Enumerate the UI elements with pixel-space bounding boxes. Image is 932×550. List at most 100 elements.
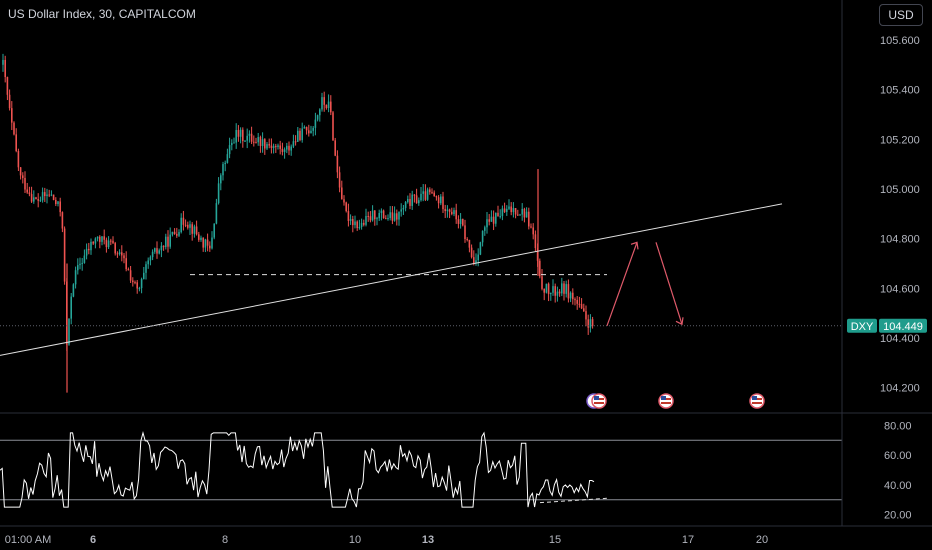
candle-body <box>195 226 198 235</box>
price-tick-label: 104.400 <box>880 333 920 345</box>
candle-body <box>561 283 563 294</box>
candle-body <box>585 311 587 320</box>
candle-body <box>563 283 565 294</box>
candle-body <box>253 141 255 143</box>
rsi-axis: 80.00 60.00 40.00 20.00 <box>884 420 912 521</box>
candle-body <box>178 232 180 236</box>
candle-body <box>213 223 215 238</box>
candle-body <box>28 192 31 195</box>
candle-body <box>435 196 438 198</box>
candle-body <box>81 262 83 264</box>
arrow-head <box>630 241 639 250</box>
candle-body <box>387 218 389 220</box>
candle-body <box>8 94 11 109</box>
candle-body <box>402 207 405 210</box>
time-tick-label: 13 <box>422 534 434 546</box>
candle-body <box>143 272 145 280</box>
price-tick-label: 105.000 <box>880 184 920 196</box>
candle-body <box>149 257 152 261</box>
us-flag-event-icon[interactable] <box>658 393 674 409</box>
price-tick-label: 104.800 <box>880 234 920 246</box>
candle-body <box>552 286 554 293</box>
candle-body <box>358 226 361 229</box>
candle-body <box>338 172 341 188</box>
candle-body <box>314 119 317 128</box>
time-tick-label: 01:00 AM <box>5 534 51 546</box>
candle-body <box>281 148 284 152</box>
candle-body <box>343 199 345 203</box>
candle-body <box>411 194 413 206</box>
candle-body <box>250 133 253 142</box>
candle-body <box>380 210 383 213</box>
price-tick-label: 105.400 <box>880 85 920 97</box>
candle-body <box>459 219 462 224</box>
candle-body <box>103 236 105 240</box>
candle-body <box>74 270 77 285</box>
time-tick-label: 15 <box>549 534 561 546</box>
candle-body <box>382 210 385 219</box>
candle-body <box>132 280 134 283</box>
candle-body <box>189 224 191 228</box>
candle-body <box>266 144 268 149</box>
candle-body <box>545 283 548 293</box>
candle-body <box>171 231 174 235</box>
candle-body <box>41 192 44 201</box>
candle-body <box>409 199 411 206</box>
chart-title: US Dollar Index, 30, CAPITALCOM <box>8 7 196 21</box>
candle-body <box>514 208 517 215</box>
candle-body <box>589 319 592 328</box>
candle-body <box>4 59 6 78</box>
currency-button[interactable]: USD <box>879 4 923 26</box>
candle-body <box>521 208 523 215</box>
candle-body <box>17 151 20 168</box>
candle-body <box>68 318 70 345</box>
candle-body <box>206 239 209 246</box>
candle-body <box>508 206 510 209</box>
candle-body <box>2 59 4 65</box>
last-price-label: 104.449 <box>883 321 923 333</box>
candle-body <box>244 140 246 142</box>
candle-body <box>442 196 444 210</box>
candle-body <box>330 101 332 113</box>
events-row <box>586 393 765 409</box>
candle-body <box>484 227 486 231</box>
candle-body <box>429 189 431 193</box>
candle-body <box>510 206 512 213</box>
candle-body <box>475 260 477 264</box>
candle-body <box>70 296 72 319</box>
candle-body <box>528 211 530 227</box>
candle-body <box>30 194 33 202</box>
candle-body <box>180 217 182 233</box>
candle-body <box>567 284 570 299</box>
candle-body <box>19 167 22 176</box>
time-axis: 01:00 AM 6 8 10 13 15 17 20 <box>5 534 768 546</box>
candle-body <box>134 282 136 284</box>
price-tick-label: 105.600 <box>880 35 920 47</box>
candle-body <box>352 219 354 226</box>
candle-body <box>167 236 169 247</box>
candle-body <box>77 265 79 271</box>
candle-body <box>363 222 365 225</box>
candle-body <box>151 251 154 258</box>
candle-body <box>94 238 97 244</box>
candle-body <box>169 234 171 247</box>
candle-body <box>341 187 343 200</box>
candle-body <box>525 211 528 218</box>
candle-body <box>50 194 53 196</box>
candle-body <box>22 175 24 178</box>
candle-body <box>451 211 453 215</box>
last-price-badge: DXY 104.449 <box>847 318 927 333</box>
candle-body <box>286 145 288 150</box>
us-flag-event-icon[interactable] <box>586 393 607 409</box>
projection-down-arrow <box>655 242 683 325</box>
candle-body <box>376 218 378 220</box>
candle-body <box>237 130 240 137</box>
candles <box>2 53 594 393</box>
rsi-dashed-line <box>539 497 609 504</box>
us-flag-event-icon[interactable] <box>749 393 765 409</box>
projection-arrows <box>606 241 684 327</box>
candle-body <box>440 196 442 204</box>
candle-body <box>495 212 497 224</box>
candle-body <box>191 224 193 234</box>
